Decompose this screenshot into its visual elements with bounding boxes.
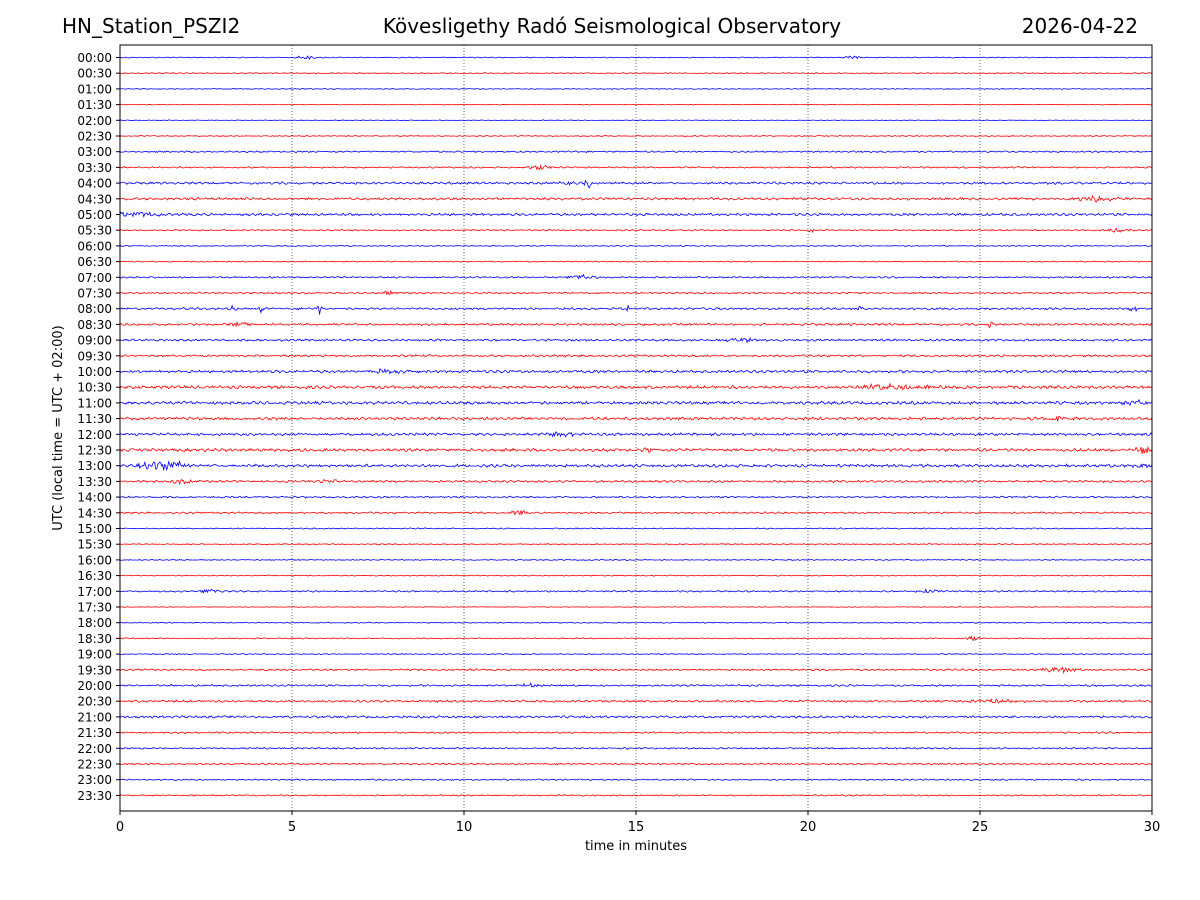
y-tick-label: 03:00	[77, 145, 112, 159]
x-tick-label: 10	[456, 820, 473, 835]
trace-1600	[119, 558, 1153, 561]
y-tick-label: 13:30	[77, 475, 112, 489]
y-tick-label: 17:30	[77, 601, 112, 615]
y-tick-label: 19:00	[77, 648, 112, 662]
trace-0100	[119, 87, 1153, 90]
y-tick-label: 02:30	[77, 130, 112, 144]
y-tick-label: 04:30	[77, 192, 112, 206]
x-tick-label: 15	[628, 820, 645, 835]
station-name: HN_Station_PSZI2	[62, 14, 241, 38]
y-tick-label: 17:00	[77, 585, 112, 599]
y-tick-label: 18:00	[77, 616, 112, 630]
trace-0130	[119, 103, 1153, 106]
y-tick-label: 10:30	[77, 381, 112, 395]
chart-date: 2026-04-22	[1021, 14, 1138, 38]
y-tick-label: 12:00	[77, 428, 112, 442]
y-tick-label: 22:00	[77, 742, 112, 756]
y-tick-label: 01:00	[77, 82, 112, 96]
trace-2030	[119, 698, 1153, 704]
y-tick-label: 07:00	[77, 271, 112, 285]
trace-0400	[119, 179, 1153, 189]
trace-2000	[119, 682, 1153, 688]
trace-0330	[119, 163, 1153, 171]
trace-0030	[119, 72, 1153, 75]
y-tick-label: 21:30	[77, 726, 112, 740]
y-tick-label: 05:30	[77, 224, 112, 238]
y-tick-label: 12:30	[77, 444, 112, 458]
y-tick-label: 16:30	[77, 569, 112, 583]
trace-0900	[119, 336, 1153, 344]
x-tick-label: 30	[1144, 820, 1161, 835]
y-tick-label: 11:00	[77, 396, 112, 410]
trace-1330	[119, 478, 1153, 486]
trace-0730	[119, 289, 1153, 296]
y-tick-label: 05:00	[77, 208, 112, 222]
x-axis-label: time in minutes	[585, 839, 687, 854]
y-tick-label: 13:00	[77, 459, 112, 473]
chart-title: Kövesligethy Radó Seismological Observat…	[382, 14, 842, 38]
y-tick-label: 22:30	[77, 758, 112, 772]
y-tick-label: 09:30	[77, 349, 112, 363]
x-axis: 0 5 10 15 20 25 30	[116, 811, 1160, 835]
y-tick-label: 07:30	[77, 287, 112, 301]
y-tick-label: 23:00	[77, 773, 112, 787]
y-tick-label: 08:00	[77, 302, 112, 316]
x-tick-label: 5	[288, 820, 296, 835]
y-tick-label: 15:00	[77, 522, 112, 536]
plot-frame	[119, 44, 1153, 812]
y-axis-label: UTC (local time = UTC + 02:00)	[51, 325, 66, 530]
trace-2230	[119, 762, 1153, 766]
trace-1630	[119, 574, 1153, 577]
trace-1200	[119, 431, 1153, 438]
x-tick-label: 25	[972, 820, 989, 835]
trace-0500	[119, 211, 1153, 219]
y-tick-label: 09:00	[77, 334, 112, 348]
y-tick-label: 04:00	[77, 177, 112, 191]
y-tick-label: 20:30	[77, 695, 112, 709]
y-tick-label: 21:00	[77, 710, 112, 724]
trace-0300	[119, 150, 1153, 154]
y-tick-label: 14:30	[77, 506, 112, 520]
y-tick-label: 23:30	[77, 789, 112, 803]
grid-layer	[291, 45, 981, 811]
y-tick-label: 14:00	[77, 491, 112, 505]
y-tick-label: 16:00	[77, 553, 112, 567]
x-tick-label: 20	[800, 820, 817, 835]
y-tick-label: 10:00	[77, 365, 112, 379]
trace-1800	[119, 621, 1153, 624]
trace-0530	[119, 227, 1153, 234]
y-tick-label: 20:00	[77, 679, 112, 693]
y-tick-label: 00:30	[77, 67, 112, 81]
y-tick-label: 03:30	[77, 161, 112, 175]
y-tick-label: 06:30	[77, 255, 112, 269]
y-tick-label: 02:00	[77, 114, 112, 128]
y-tick-label: 19:30	[77, 663, 112, 677]
trace-1830	[119, 635, 1153, 642]
trace-1400	[119, 495, 1153, 499]
y-tick-label: 18:30	[77, 632, 112, 646]
y-tick-label: 15:30	[77, 538, 112, 552]
y-tick-label: 00:00	[77, 51, 112, 65]
y-tick-label: 08:30	[77, 318, 112, 332]
trace-0930	[119, 354, 1153, 358]
y-tick-label: 01:30	[77, 98, 112, 112]
y-tick-label: 11:30	[77, 412, 112, 426]
y-tick-label: 06:00	[77, 239, 112, 253]
x-tick-label: 0	[116, 820, 124, 835]
